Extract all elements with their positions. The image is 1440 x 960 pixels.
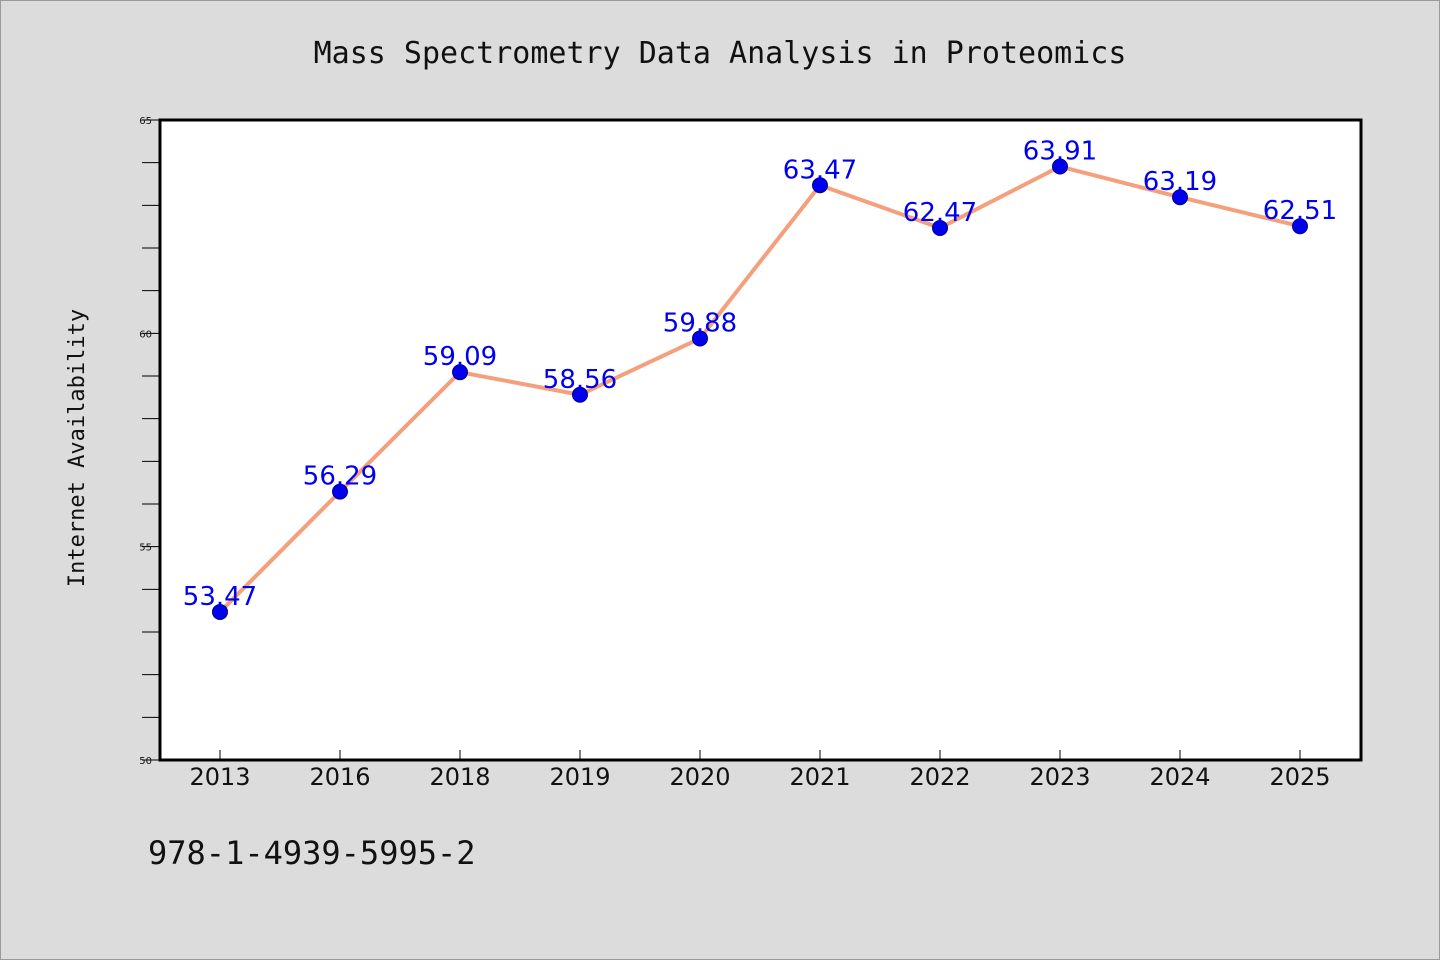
footnote-isbn: 978-1-4939-5995-2 xyxy=(148,834,476,872)
data-point xyxy=(452,364,468,381)
data-point xyxy=(572,386,588,403)
x-tick-label: 2022 xyxy=(909,763,970,791)
plot-area xyxy=(158,118,1363,762)
x-tick-label: 2021 xyxy=(789,763,850,791)
x-tick-label: 2025 xyxy=(1269,763,1330,791)
data-label: 63.91 xyxy=(1023,137,1097,167)
data-point xyxy=(1292,218,1308,235)
data-labels: 53.47 56.29 59.09 58.56 59.88 63.47 62.47 63.91… xyxy=(183,137,1337,612)
x-axis-ticks: 2013 2016 2018 2019 2020 2021 2022 2023 2024 2025 xyxy=(189,750,1331,791)
data-label: 56.29 xyxy=(303,462,377,492)
y-tick-label: 65 xyxy=(139,116,152,127)
data-label: 59.09 xyxy=(423,342,497,372)
x-tick-label: 2018 xyxy=(429,763,490,791)
data-label: 59.88 xyxy=(663,308,737,338)
y-axis-ticks: 50 55 60 65 xyxy=(139,116,160,767)
y-axis-label: Internet Availability xyxy=(65,309,90,587)
data-point xyxy=(932,219,948,236)
data-label: 62.51 xyxy=(1263,196,1337,226)
data-point xyxy=(332,483,348,500)
data-label: 63.47 xyxy=(783,155,857,185)
x-tick-label: 2020 xyxy=(669,763,730,791)
y-tick-label: 55 xyxy=(139,543,152,554)
series-line xyxy=(218,164,1301,614)
x-tick-label: 2013 xyxy=(189,763,250,791)
data-point xyxy=(212,603,228,620)
data-point xyxy=(692,330,708,347)
data-point xyxy=(1052,158,1068,175)
chart-title: Mass Spectrometry Data Analysis in Prote… xyxy=(314,36,1127,71)
data-point xyxy=(812,177,828,194)
x-tick-label: 2016 xyxy=(309,763,370,791)
y-tick-label: 60 xyxy=(139,329,152,340)
data-markers xyxy=(212,158,1308,620)
data-label: 62.47 xyxy=(903,198,977,228)
y-tick-label: 50 xyxy=(139,756,152,767)
x-tick-label: 2024 xyxy=(1149,763,1210,791)
data-point xyxy=(1172,189,1188,206)
data-label: 58.56 xyxy=(543,365,617,395)
data-label: 63.19 xyxy=(1143,167,1217,197)
x-tick-label: 2019 xyxy=(549,763,610,791)
data-label: 53.47 xyxy=(183,582,257,612)
x-tick-label: 2023 xyxy=(1029,763,1090,791)
